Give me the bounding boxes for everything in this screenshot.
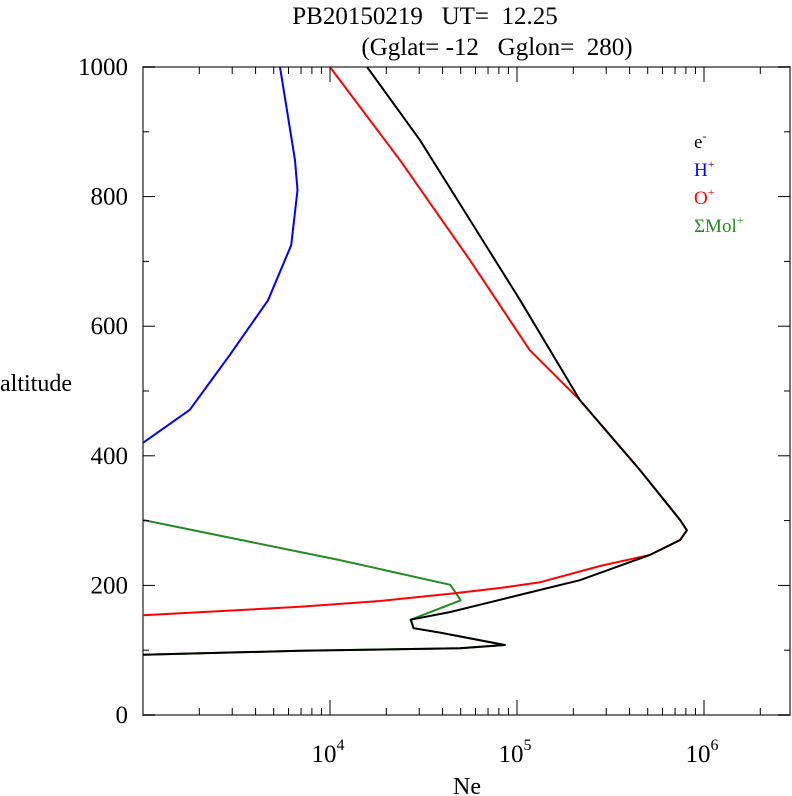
x-axis-label: Ne [453,774,481,796]
legend-label-superscript: + [708,185,715,199]
series-line-h-plus [143,67,299,444]
chart-title-line1: PB20150219 UT= 12.25 [292,3,558,30]
y-tick-label: 400 [91,443,129,470]
y-tick-label: 600 [91,313,129,340]
series-line-e-minus [143,67,688,656]
x-tick-base: 10 [499,741,524,768]
x-tick-base: 10 [686,741,711,768]
legend-label: e [694,132,702,153]
legend-entry: ΣMol+ [694,213,744,237]
legend-entry: H+ [694,157,715,181]
y-tick-label: 800 [91,184,129,211]
x-tick-label: 104 [312,737,345,768]
legend-entry: e- [694,129,706,153]
chart-title-line2: (Gglat= -12 Gglon= 280) [361,34,632,61]
x-tick-exponent: 4 [337,737,345,754]
legend-label: O [694,188,708,209]
legend-label: ΣMol [694,216,737,237]
x-tick-exponent: 6 [711,737,719,754]
legend-entry: O+ [694,185,715,209]
legend-label: H [694,160,708,181]
series-line-o-plus [143,67,688,617]
x-tick-exponent: 5 [524,737,532,754]
legend-label-superscript: + [708,157,715,171]
plot-frame [142,66,791,716]
legend-label-superscript: - [702,129,706,143]
y-axis-label: altitude [0,371,72,397]
x-tick-label: 105 [499,737,532,768]
y-tick-label: 1000 [78,54,128,81]
y-tick-label: 200 [91,572,129,599]
legend-label-superscript: + [737,213,744,227]
y-tick-label: 0 [116,702,129,729]
x-tick-base: 10 [312,741,337,768]
x-tick-label: 106 [686,737,719,768]
